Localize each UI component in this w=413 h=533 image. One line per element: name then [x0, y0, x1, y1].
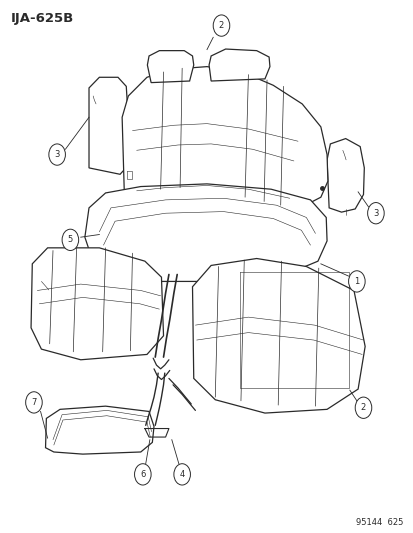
Polygon shape: [147, 51, 193, 83]
Circle shape: [354, 397, 371, 418]
Text: 5: 5: [68, 236, 73, 244]
Circle shape: [26, 392, 42, 413]
Text: IJA-625B: IJA-625B: [10, 12, 74, 25]
Text: 2: 2: [360, 403, 365, 412]
Polygon shape: [85, 184, 326, 281]
Circle shape: [134, 464, 151, 485]
Polygon shape: [326, 139, 363, 212]
Text: 6: 6: [140, 470, 145, 479]
Text: 2: 2: [218, 21, 223, 30]
Text: 1: 1: [354, 277, 358, 286]
Text: 3: 3: [373, 209, 377, 217]
Polygon shape: [45, 406, 154, 454]
Circle shape: [173, 464, 190, 485]
Circle shape: [348, 271, 364, 292]
Polygon shape: [122, 67, 327, 216]
Polygon shape: [209, 49, 269, 81]
Circle shape: [213, 15, 229, 36]
Text: 3: 3: [55, 150, 59, 159]
Polygon shape: [192, 259, 364, 413]
Circle shape: [49, 144, 65, 165]
Text: 95144  625: 95144 625: [356, 518, 403, 527]
Circle shape: [62, 229, 78, 251]
Text: 4: 4: [179, 470, 184, 479]
Text: 7: 7: [31, 398, 36, 407]
Polygon shape: [89, 77, 128, 174]
Circle shape: [367, 203, 383, 224]
Polygon shape: [31, 248, 163, 360]
